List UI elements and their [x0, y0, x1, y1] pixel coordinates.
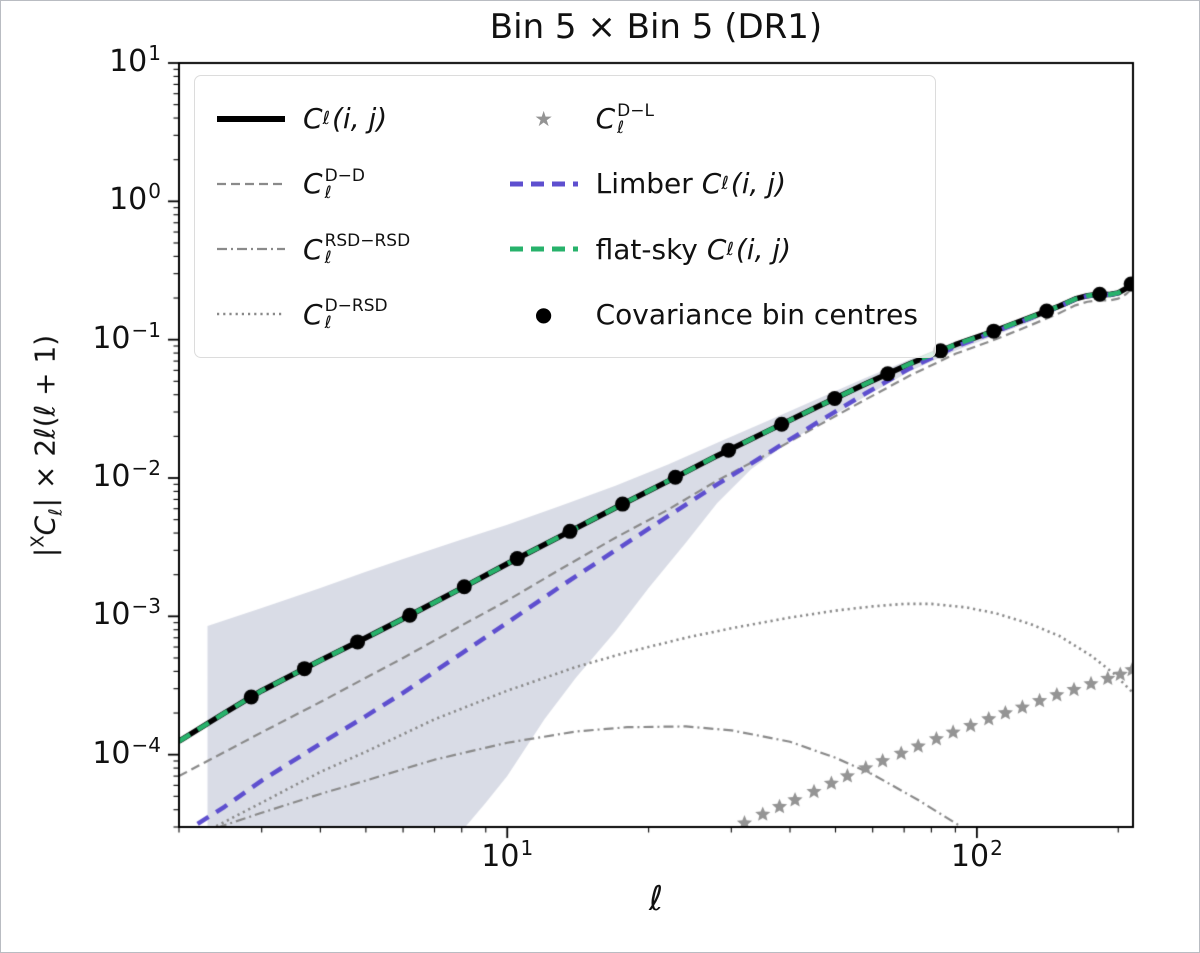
legend-line-swatch: [506, 238, 582, 260]
legend-label: Covariance bin centres: [595, 297, 918, 331]
ylabel-rest: | × 2ℓ(ℓ + 1): [28, 334, 62, 508]
legend-label: C D−L ℓ: [595, 100, 654, 138]
ylabel-subscript: ℓ: [45, 508, 67, 516]
legend-entry: C D−D ℓ: [213, 152, 506, 216]
legend-line-swatch: [213, 238, 289, 260]
ylabel-open-bar: |: [28, 547, 62, 558]
legend-line-swatch: [213, 173, 289, 195]
legend-line-swatch: [213, 108, 289, 130]
chart-title: Bin 5 × Bin 5 (DR1): [489, 7, 823, 47]
x-axis-label: ℓ: [648, 879, 664, 919]
legend-entry: C D−RSD ℓ: [213, 282, 506, 346]
dot-marker-icon: ●: [534, 302, 553, 327]
legend-label: C RSD−RSD ℓ: [303, 231, 411, 269]
legend-entry: ★ C D−L ℓ: [506, 87, 927, 151]
star-marker-icon: ★: [534, 106, 554, 131]
legend-line-swatch: [213, 303, 289, 325]
legend-label: C D−D ℓ: [303, 165, 365, 203]
legend-entry: C RSD−RSD ℓ: [213, 217, 506, 281]
legend-line-swatch: [506, 173, 582, 195]
ylabel-symbol: C: [28, 515, 62, 536]
y-axis-label: |XCℓ| × 2ℓ(ℓ + 1): [27, 334, 67, 558]
legend-entry: ● Covariance bin centres: [506, 282, 927, 346]
ylabel-cross-superscript: X: [27, 535, 49, 548]
legend-label: C D−RSD ℓ: [303, 296, 388, 334]
